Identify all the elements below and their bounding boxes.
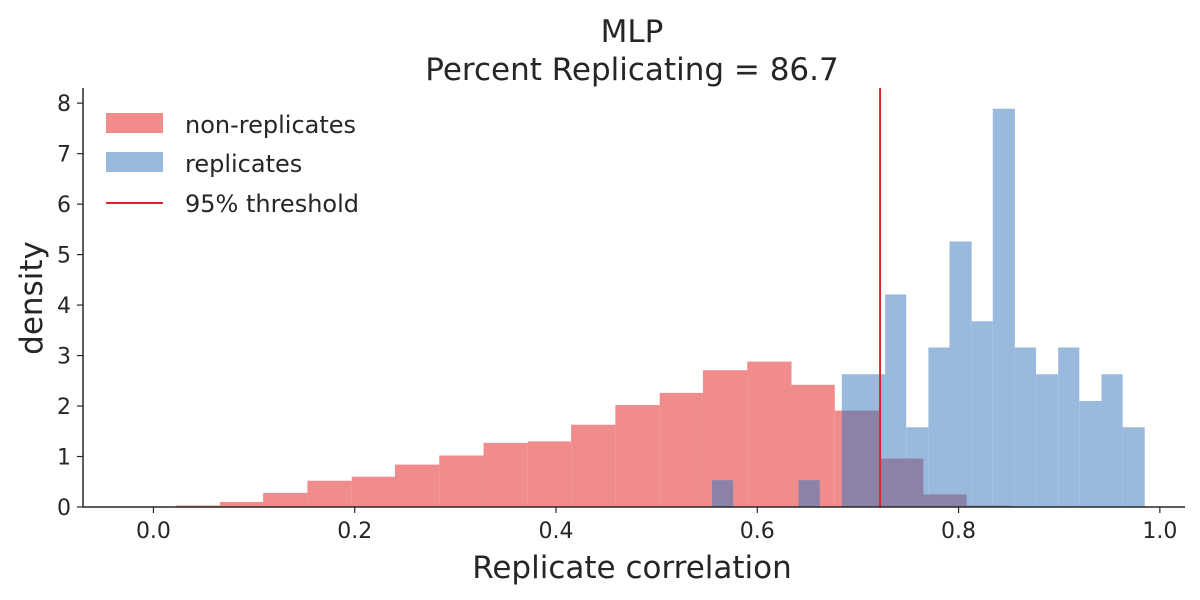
x-tick-label: 1.0 <box>1142 519 1177 544</box>
x-tick-label: 0.8 <box>941 519 976 544</box>
x-tick-label: 0.2 <box>337 519 372 544</box>
replicates-bar-19 <box>1122 427 1145 507</box>
non-replicates-bar-3 <box>307 480 352 507</box>
overlap-bar-6 <box>841 410 863 507</box>
replicates-bar-18 <box>1101 374 1123 507</box>
y-tick-label: 0 <box>57 496 71 521</box>
overlap-bar-7 <box>879 458 886 507</box>
y-axis-label: density <box>14 241 50 355</box>
non-replicates-bar-5 <box>394 464 440 507</box>
non-replicates-bar-11 <box>659 392 703 507</box>
non-replicates-bar-10 <box>615 405 660 507</box>
legend-label-threshold: 95% threshold <box>185 190 359 218</box>
chart-title-line1: MLP <box>601 14 664 50</box>
x-tick-label: 0.4 <box>539 519 574 544</box>
replicates-bar-11 <box>949 241 972 507</box>
replicates-bar-15 <box>1036 374 1059 507</box>
y-tick-label: 7 <box>57 143 71 168</box>
x-tick-label: 0.6 <box>740 519 775 544</box>
y-tick-label: 5 <box>57 244 71 269</box>
replicates-bar-17 <box>1079 400 1102 507</box>
replicates-bar-13 <box>992 108 1015 507</box>
overlap-bar-9 <box>906 458 924 507</box>
non-replicates-bar-13 <box>747 361 792 507</box>
legend-swatch-replicates <box>106 152 163 172</box>
overlap-bar-11 <box>949 494 967 507</box>
replicates-bar-10 <box>928 347 950 507</box>
y-tick-label: 3 <box>57 345 71 370</box>
y-tick-label: 8 <box>57 92 71 117</box>
chart-title-line2: Percent Replicating = 86.7 <box>425 52 838 88</box>
overlap-bar-4 <box>798 480 820 507</box>
overlap-bar-9 <box>923 494 929 507</box>
replicates-bars <box>711 108 1145 507</box>
overlap-bar-12 <box>971 505 993 507</box>
non-replicates-bar-9 <box>571 424 616 507</box>
y-tick-label: 1 <box>57 446 71 471</box>
legend: non-replicates replicates 95% threshold <box>106 111 359 218</box>
non-replicates-bar-1 <box>219 501 264 507</box>
y-axis-ticks: 0 1 2 3 4 5 6 7 8 <box>57 92 83 521</box>
overlap-bar-11 <box>966 505 972 507</box>
non-replicates-bar-6 <box>439 455 484 507</box>
replicates-bar-14 <box>1014 347 1037 507</box>
replicates-bar-16 <box>1058 347 1080 507</box>
overlap-bar-10 <box>928 494 950 507</box>
legend-label-non-replicates: non-replicates <box>185 111 356 139</box>
replicates-bar-12 <box>971 321 993 507</box>
non-replicates-bar-4 <box>351 476 395 507</box>
non-replicates-bar-0 <box>175 505 220 507</box>
replicates-bar-8 <box>885 294 907 507</box>
overlap-bar-13 <box>992 505 1011 507</box>
y-tick-label: 4 <box>57 294 71 319</box>
non-replicates-bar-8 <box>527 441 572 507</box>
x-axis-label: Replicate correlation <box>472 550 792 586</box>
legend-label-replicates: replicates <box>185 150 302 178</box>
y-tick-label: 2 <box>57 395 71 420</box>
non-replicates-bar-7 <box>483 442 528 507</box>
x-axis-ticks: 0.0 0.2 0.4 0.6 0.8 1.0 <box>136 507 1177 544</box>
x-tick-label: 0.0 <box>136 519 171 544</box>
overlap-bar-0 <box>711 480 734 507</box>
legend-swatch-non-replicates <box>106 113 163 133</box>
overlap-bar-8 <box>885 458 907 507</box>
y-tick-label: 6 <box>57 193 71 218</box>
plot-area <box>175 88 1145 507</box>
non-replicates-bar-2 <box>263 492 308 507</box>
overlap-bar-7 <box>862 410 880 507</box>
